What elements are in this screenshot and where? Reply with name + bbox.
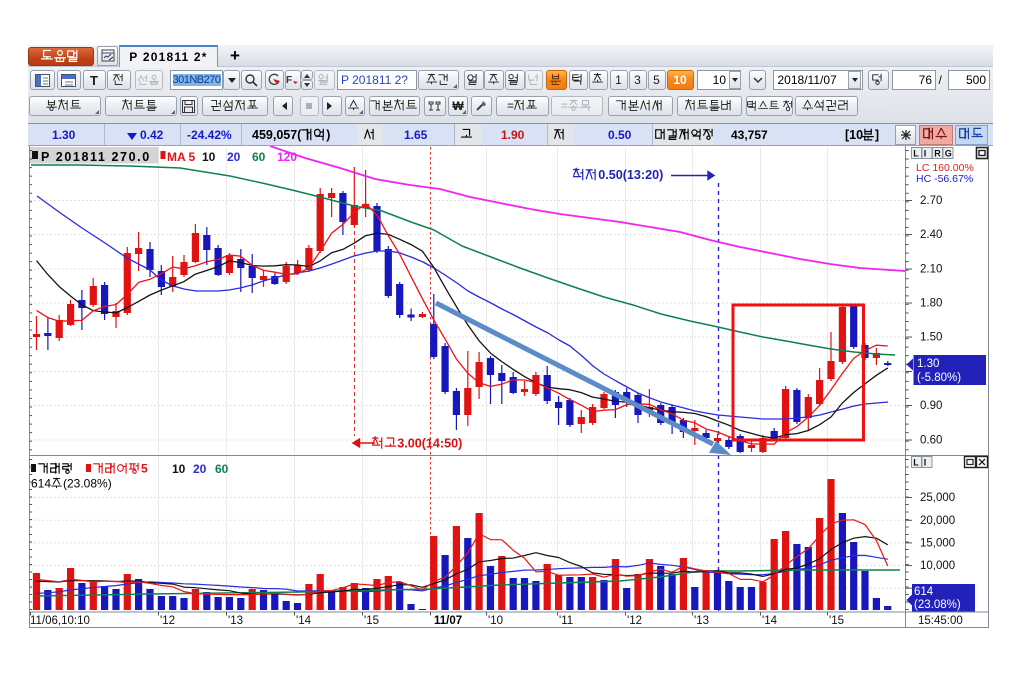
svg-text:'13: '13 (228, 615, 243, 627)
svg-text:1.80: 1.80 (920, 298, 942, 310)
svg-text:60: 60 (252, 150, 266, 164)
svg-text:3.00(14:50): 3.00(14:50) (397, 436, 462, 450)
svg-text:20: 20 (193, 462, 207, 476)
svg-text:'13: '13 (694, 615, 709, 627)
svg-text:I: I (924, 458, 927, 468)
svg-text:459,057(: 459,057( (252, 128, 302, 142)
svg-text:(23.08%): (23.08%) (914, 599, 961, 611)
svg-text:LC 160.00%: LC 160.00% (916, 162, 974, 174)
svg-text:P 201811 270.0: P 201811 270.0 (41, 150, 151, 164)
svg-text:0.50(13:20): 0.50(13:20) (598, 168, 663, 182)
svg-text:[10: [10 (845, 128, 863, 142)
svg-text:L: L (913, 149, 919, 159)
svg-text:R: R (934, 149, 941, 159)
svg-text:11/07: 11/07 (434, 615, 462, 627)
svg-text:1.30: 1.30 (917, 358, 939, 370)
svg-text:'11: '11 (559, 615, 573, 627)
svg-text:): ) (326, 128, 330, 142)
svg-text:L: L (913, 458, 919, 468)
svg-text:'15: '15 (364, 615, 379, 627)
svg-text:1.50: 1.50 (920, 332, 942, 344)
svg-text:15:45:00: 15:45:00 (918, 615, 963, 627)
svg-text:2.70: 2.70 (920, 195, 942, 207)
svg-text:'12: '12 (627, 615, 642, 627)
svg-text:'14: '14 (762, 615, 778, 627)
svg-text:0.90: 0.90 (920, 400, 942, 412)
svg-text:'10: '10 (488, 615, 503, 627)
svg-text:20: 20 (227, 150, 241, 164)
svg-text:2.40: 2.40 (920, 229, 942, 241)
svg-text:(-5.80%): (-5.80%) (917, 372, 961, 384)
svg-text:10,000: 10,000 (920, 560, 955, 572)
svg-text:0.60: 0.60 (920, 435, 942, 447)
svg-text:120: 120 (277, 150, 297, 164)
svg-text:10: 10 (202, 150, 216, 164)
svg-text:25,000: 25,000 (920, 492, 955, 504)
svg-text:60: 60 (215, 462, 229, 476)
svg-text:G: G (945, 149, 952, 159)
svg-text:'12: '12 (160, 615, 175, 627)
svg-text:=: = (561, 99, 568, 112)
svg-text:5: 5 (141, 461, 148, 475)
svg-text:I: I (924, 149, 927, 159)
svg-text:614: 614 (914, 586, 934, 598)
svg-text:MA 5: MA 5 (167, 150, 196, 164)
svg-text:HC -56.67%: HC -56.67% (916, 173, 973, 185)
svg-text:'14: '14 (296, 615, 312, 627)
svg-text:=: = (507, 99, 514, 112)
svg-text:11/06,10:10: 11/06,10:10 (30, 615, 90, 627)
svg-text:15,000: 15,000 (920, 537, 955, 549)
svg-text:'15: '15 (829, 615, 844, 627)
svg-text:20,000: 20,000 (920, 515, 955, 527)
svg-text:F: F (286, 75, 292, 86)
svg-text:614: 614 (31, 476, 51, 490)
svg-text:(23.08%): (23.08%) (63, 476, 112, 490)
svg-text:10: 10 (172, 462, 186, 476)
svg-text:2.10: 2.10 (920, 264, 942, 276)
svg-text:]: ] (875, 128, 879, 142)
